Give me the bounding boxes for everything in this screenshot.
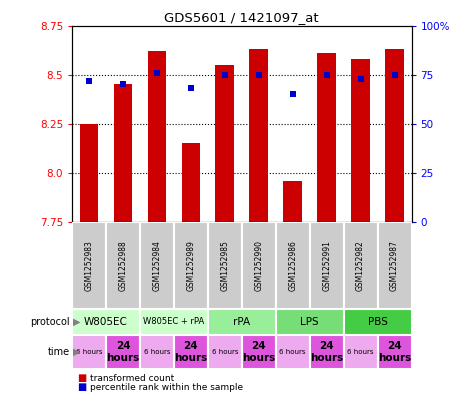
Text: 6 hours: 6 hours: [144, 349, 170, 355]
Bar: [378, 335, 412, 369]
Text: protocol: protocol: [30, 317, 70, 327]
Bar: [344, 335, 378, 369]
Text: 24
hours: 24 hours: [242, 342, 275, 363]
Bar: [174, 335, 208, 369]
Text: PBS: PBS: [368, 317, 387, 327]
Bar: [72, 335, 106, 369]
Text: 24
hours: 24 hours: [174, 342, 207, 363]
Bar: [378, 222, 412, 309]
Bar: [174, 222, 208, 309]
Point: [85, 77, 93, 84]
Text: GSM1252986: GSM1252986: [288, 240, 297, 291]
Point: [323, 72, 330, 78]
Title: GDS5601 / 1421097_at: GDS5601 / 1421097_at: [165, 11, 319, 24]
Bar: [208, 222, 242, 309]
Bar: [106, 335, 140, 369]
Bar: [113, 84, 133, 222]
Text: GSM1252982: GSM1252982: [356, 240, 365, 291]
Bar: [140, 335, 174, 369]
Point: [187, 85, 194, 92]
Point: [221, 72, 228, 78]
Bar: [385, 49, 404, 222]
Bar: [80, 124, 99, 222]
Text: time: time: [47, 347, 70, 357]
Bar: [344, 309, 412, 335]
Text: GSM1252984: GSM1252984: [153, 240, 161, 291]
Text: ▶: ▶: [73, 347, 80, 357]
Text: rPA: rPA: [233, 317, 250, 327]
Bar: [283, 181, 302, 222]
Bar: [276, 309, 344, 335]
Bar: [344, 222, 378, 309]
Text: ■: ■: [77, 382, 86, 392]
Text: 6 hours: 6 hours: [76, 349, 102, 355]
Text: W805EC + rPA: W805EC + rPA: [143, 317, 205, 326]
Text: GSM1252988: GSM1252988: [119, 240, 127, 291]
Point: [119, 81, 126, 88]
Text: ▶: ▶: [73, 317, 80, 327]
Point: [153, 70, 160, 76]
Bar: [106, 222, 140, 309]
Bar: [208, 309, 276, 335]
Bar: [276, 335, 310, 369]
Point: [357, 75, 365, 82]
Bar: [140, 309, 208, 335]
Bar: [140, 222, 174, 309]
Bar: [72, 222, 106, 309]
Text: ■: ■: [77, 373, 86, 383]
Text: transformed count: transformed count: [90, 374, 174, 382]
Point: [391, 72, 398, 78]
Bar: [249, 49, 268, 222]
Bar: [317, 53, 336, 222]
Text: GSM1252987: GSM1252987: [390, 240, 399, 291]
Text: GSM1252983: GSM1252983: [85, 240, 93, 291]
Bar: [72, 309, 140, 335]
Text: LPS: LPS: [300, 317, 319, 327]
Text: GSM1252990: GSM1252990: [254, 240, 263, 291]
Bar: [181, 143, 200, 222]
Bar: [351, 59, 370, 222]
Text: 24
hours: 24 hours: [106, 342, 140, 363]
Text: 6 hours: 6 hours: [212, 349, 238, 355]
Point: [255, 72, 262, 78]
Text: GSM1252985: GSM1252985: [220, 240, 229, 291]
Point: [289, 91, 297, 97]
Text: 6 hours: 6 hours: [279, 349, 306, 355]
Bar: [208, 335, 242, 369]
Text: GSM1252989: GSM1252989: [186, 240, 195, 291]
Bar: [242, 335, 276, 369]
Text: 24
hours: 24 hours: [310, 342, 343, 363]
Text: 6 hours: 6 hours: [347, 349, 374, 355]
Bar: [276, 222, 310, 309]
Text: percentile rank within the sample: percentile rank within the sample: [90, 383, 243, 391]
Bar: [242, 222, 276, 309]
Text: 24
hours: 24 hours: [378, 342, 411, 363]
Bar: [310, 335, 344, 369]
Bar: [215, 65, 234, 222]
Text: W805EC: W805EC: [84, 317, 128, 327]
Text: GSM1252991: GSM1252991: [322, 240, 331, 291]
Bar: [310, 222, 344, 309]
Bar: [147, 51, 166, 222]
